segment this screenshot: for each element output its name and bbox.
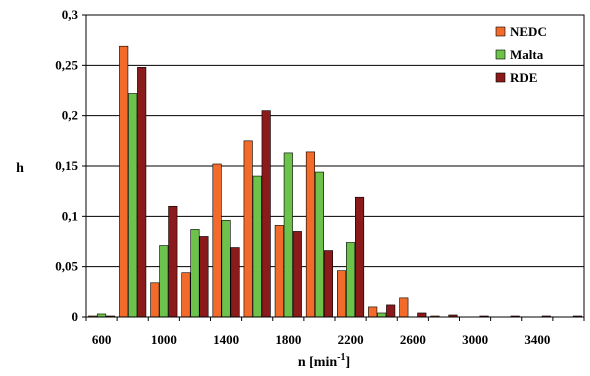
legend-label-rde: RDE xyxy=(510,70,537,85)
y-axis-ticks: 0 0,05 0,1 0,15 0,2 0,25 0,3 xyxy=(55,7,86,324)
bar-malta xyxy=(283,152,293,318)
bar-nedc xyxy=(305,151,315,318)
legend-swatch-nedc xyxy=(495,26,506,37)
bar-nedc xyxy=(368,306,378,318)
bar-rde xyxy=(261,110,271,318)
x-tick-label: 1800 xyxy=(275,332,301,347)
grid-lines xyxy=(86,64,584,268)
bar-nedc xyxy=(212,163,222,318)
y-tick-label: 0,25 xyxy=(55,57,78,72)
bar-rde xyxy=(168,205,178,318)
x-axis-label: n [min-1] xyxy=(298,352,350,370)
bar-rde xyxy=(137,67,147,318)
bar-malta xyxy=(252,175,262,318)
bar-rde xyxy=(199,236,209,318)
bar-nedc xyxy=(119,45,129,318)
x-tick-label: 2200 xyxy=(338,332,364,347)
bar-malta xyxy=(221,220,231,318)
bar-malta xyxy=(377,312,387,318)
bar-nedc xyxy=(243,140,253,318)
legend-swatch-malta xyxy=(495,49,506,60)
bar-rde xyxy=(417,312,427,318)
y-tick-label: 0,05 xyxy=(55,259,78,274)
bar-rde xyxy=(355,196,365,318)
y-tick-label: 0,2 xyxy=(62,108,78,123)
x-tick-label: 3000 xyxy=(462,332,488,347)
x-axis-label-exponent: -1 xyxy=(337,352,345,363)
x-tick-label: 600 xyxy=(92,332,112,347)
x-axis-label-end: ] xyxy=(345,355,350,370)
bar-nedc xyxy=(150,282,160,318)
bar-nedc xyxy=(181,272,191,318)
x-tick-label: 2600 xyxy=(400,332,426,347)
bar-malta xyxy=(128,93,138,318)
y-tick-label: 0,3 xyxy=(62,7,79,22)
legend-label-malta: Malta xyxy=(510,47,544,62)
bar-nedc xyxy=(274,225,284,318)
bar-malta xyxy=(159,245,169,318)
legend: NEDC Malta RDE xyxy=(495,24,547,85)
bar-malta xyxy=(346,242,356,318)
bar-malta xyxy=(190,229,200,318)
bar-rde xyxy=(230,247,240,318)
x-tick-label: 1400 xyxy=(213,332,239,347)
bar-nedc xyxy=(337,270,347,318)
x-tick-label: 1000 xyxy=(151,332,177,347)
y-tick-label: 0 xyxy=(72,309,79,324)
legend-label-nedc: NEDC xyxy=(510,24,547,39)
bar-series xyxy=(88,45,582,318)
x-axis-label-main: n [min xyxy=(298,355,338,370)
y-tick-label: 0,1 xyxy=(62,208,78,223)
x-tick-label: 3400 xyxy=(524,332,550,347)
bar-rde xyxy=(386,304,396,318)
x-axis-ticks: 600 1000 1400 1800 2200 2600 3000 3400 xyxy=(85,317,585,347)
legend-swatch-rde xyxy=(495,72,506,83)
bar-malta xyxy=(314,171,324,318)
bar-rde xyxy=(323,250,333,318)
bar-nedc xyxy=(399,297,409,318)
y-tick-label: 0,15 xyxy=(55,158,78,173)
bar-rde xyxy=(292,231,302,318)
y-axis-label: h xyxy=(16,161,24,176)
